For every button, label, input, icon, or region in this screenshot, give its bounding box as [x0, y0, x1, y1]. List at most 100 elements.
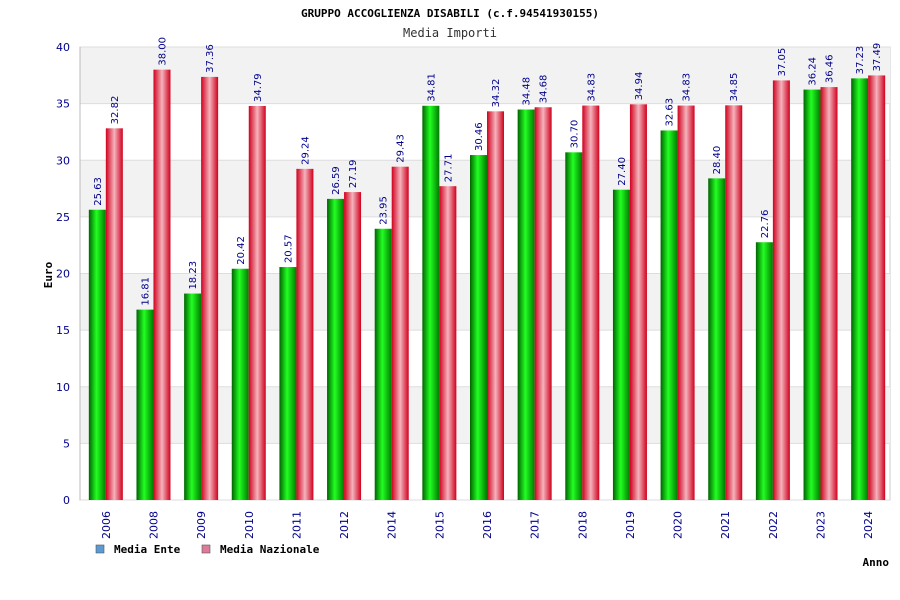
- legend-swatch-media-nazionale: [201, 544, 211, 554]
- data-label: 26.59: [331, 166, 342, 195]
- bars: [88, 69, 886, 501]
- data-label: 29.24: [300, 136, 311, 165]
- legend-label-media-nazionale: Media Nazionale: [220, 543, 320, 556]
- bar-media-ente: [660, 130, 678, 500]
- y-tick-label: 0: [63, 494, 70, 507]
- x-tick-label: 2006: [100, 511, 113, 539]
- x-tick-label: 2017: [529, 511, 542, 539]
- data-label: 29.43: [396, 134, 407, 163]
- bar-media-nazionale: [296, 168, 314, 500]
- bar-media-nazionale: [534, 107, 552, 501]
- x-tick-label: 2014: [386, 511, 399, 539]
- bar-media-ente: [470, 155, 487, 500]
- data-label: 34.68: [539, 75, 550, 104]
- x-tick-label: 2019: [624, 511, 637, 539]
- x-tick-label: 2010: [243, 511, 256, 539]
- bar-media-nazionale: [582, 105, 600, 501]
- x-tick-label: 2011: [290, 511, 303, 539]
- bar-media-nazionale: [868, 75, 886, 500]
- legend-swatch-media-ente: [95, 544, 105, 554]
- bar-media-ente: [803, 89, 821, 500]
- data-label: 34.32: [491, 79, 502, 108]
- data-label: 30.46: [474, 122, 485, 151]
- x-tick-label: 2008: [147, 511, 160, 539]
- x-tick-label: 2009: [195, 511, 208, 539]
- y-tick-label: 25: [56, 211, 70, 224]
- bar-media-nazionale: [820, 87, 838, 500]
- data-label: 37.36: [205, 44, 216, 73]
- data-label: 32.63: [665, 98, 676, 127]
- y-tick-label: 15: [56, 324, 70, 337]
- data-label: 36.24: [808, 57, 819, 86]
- bar-media-nazionale: [248, 106, 266, 501]
- data-label: 25.63: [93, 177, 104, 206]
- data-label: 36.46: [825, 54, 836, 83]
- bar-media-ente: [612, 189, 630, 500]
- data-label: 34.83: [586, 73, 597, 102]
- data-label: 27.71: [443, 154, 454, 183]
- chart-subtitle: Media Importi: [403, 26, 497, 40]
- y-axis-label: Euro: [42, 261, 55, 288]
- bar-media-ente: [327, 198, 345, 500]
- bar-media-ente: [851, 78, 869, 501]
- bar-media-ente: [279, 267, 297, 500]
- bar-media-ente: [517, 109, 535, 500]
- data-label: 37.23: [855, 46, 866, 75]
- bar-media-nazionale: [439, 186, 457, 500]
- bar-media-nazionale: [772, 80, 790, 500]
- bar-media-nazionale: [629, 104, 647, 500]
- x-tick-label: 2021: [719, 511, 732, 539]
- data-label: 18.23: [188, 261, 199, 290]
- bar-media-nazionale: [487, 111, 504, 501]
- bar-media-ente: [88, 209, 106, 501]
- x-tick-label: 2015: [433, 511, 446, 539]
- x-axis-label: Anno: [863, 556, 890, 569]
- x-tick-label: 2018: [576, 511, 589, 539]
- data-label: 22.76: [760, 210, 771, 239]
- x-tick-label: 2020: [672, 511, 685, 539]
- y-tick-label: 35: [56, 98, 70, 111]
- x-axis: 2006 2008 2009 2010 2011 2012 2014 2015 2016 2017…: [100, 511, 875, 539]
- y-tick-label: 10: [56, 381, 70, 394]
- x-tick-label: 2023: [815, 511, 828, 539]
- data-label: 34.79: [253, 73, 264, 102]
- data-label: 30.70: [569, 120, 580, 149]
- data-label: 37.05: [777, 48, 788, 77]
- bar-media-ente: [708, 178, 726, 500]
- data-label: 37.49: [872, 43, 883, 72]
- data-label: 28.40: [712, 146, 723, 175]
- data-label: 34.81: [426, 73, 437, 102]
- data-labels: 25.63 32.82 16.81 38.00 18.23 37.36 20.42 34.79…: [93, 37, 883, 306]
- data-label: 34.83: [682, 73, 693, 102]
- bar-media-nazionale: [725, 105, 743, 500]
- y-tick-label: 40: [56, 41, 70, 54]
- bar-media-nazionale: [201, 76, 219, 500]
- data-label: 38.00: [157, 37, 168, 66]
- chart-title: GRUPPO ACCOGLIENZA DISABILI (c.f.9454193…: [301, 7, 599, 20]
- bar-media-nazionale: [391, 166, 409, 500]
- x-tick-label: 2016: [481, 511, 494, 539]
- data-label: 34.94: [634, 72, 645, 101]
- y-axis: 0 5 10 15 20 25 30 35 40: [56, 41, 81, 507]
- data-label: 34.48: [522, 77, 533, 106]
- legend: Media Ente Media Nazionale: [95, 543, 320, 556]
- x-tick-label: 2012: [338, 511, 351, 539]
- bar-media-nazionale: [153, 69, 171, 501]
- data-label: 27.19: [348, 159, 359, 188]
- bar-media-nazionale: [677, 105, 695, 501]
- bar-media-ente: [755, 242, 773, 501]
- y-tick-label: 20: [56, 268, 70, 281]
- bar-media-ente: [136, 309, 154, 500]
- x-tick-label: 2024: [862, 511, 875, 539]
- data-label: 32.82: [110, 96, 121, 125]
- bar-media-nazionale: [344, 192, 362, 501]
- bar-media-ente: [231, 268, 249, 500]
- data-label: 23.95: [379, 196, 390, 225]
- bar-media-ente: [565, 152, 583, 500]
- data-label: 16.81: [140, 277, 151, 306]
- bar-media-ente: [184, 293, 202, 500]
- data-label: 34.85: [729, 73, 740, 102]
- data-label: 27.40: [617, 157, 628, 186]
- data-label: 20.42: [236, 236, 247, 265]
